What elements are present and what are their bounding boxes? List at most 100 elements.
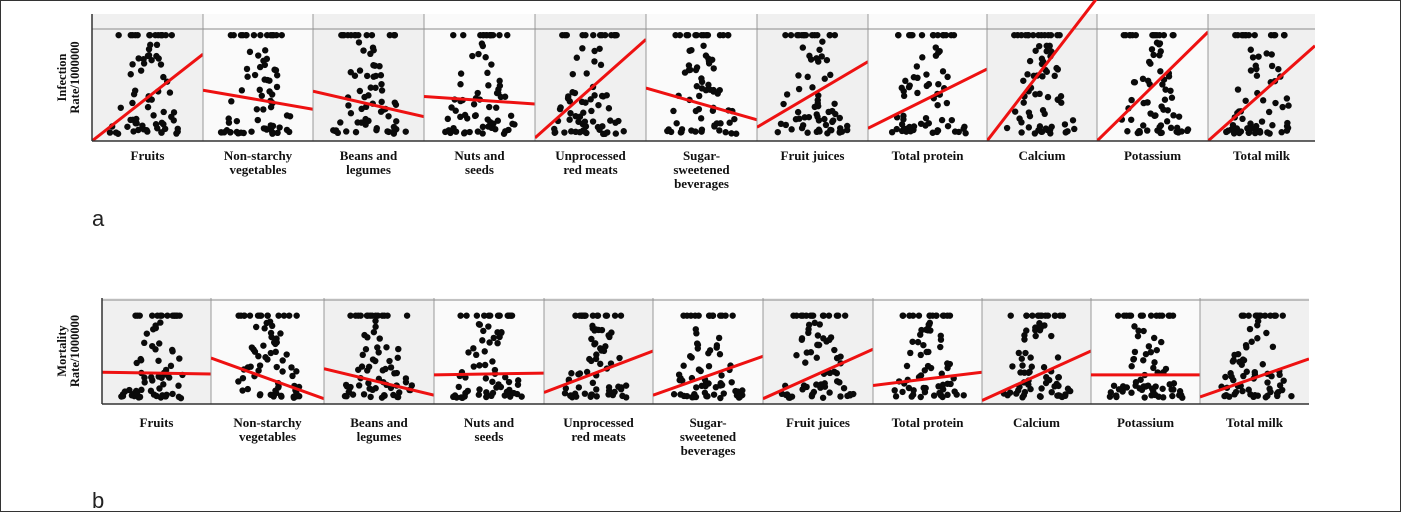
point-0-9-49 [1161,96,1169,103]
point-0-2-21 [365,92,372,99]
point-1-9-55 [1140,357,1147,364]
point-1-10-32 [1288,392,1295,400]
point-0-2-57 [360,47,367,54]
category-label-0-5-line-0: Sugar- [683,148,720,163]
point-0-9-42 [1128,116,1135,123]
point-1-2-top-10 [374,312,382,319]
point-1-2-15 [372,323,379,330]
point-0-6-48 [836,129,843,136]
fit-line-1-0 [102,370,211,376]
point-1-1-top-9 [264,312,271,319]
fit-line-0-10 [1208,44,1315,141]
point-0-7-40 [948,116,956,124]
point-1-5-37 [736,393,744,401]
point-1-5-54 [717,382,724,389]
category-label-1-1-line-1: vegetables [239,429,296,444]
point-1-4-56 [589,379,597,387]
point-1-0-28 [126,386,133,394]
point-0-6-9 [801,114,808,121]
point-0-10-52 [1247,67,1255,74]
point-1-7-50 [917,393,924,401]
point-0-1-5 [246,48,254,56]
point-0-6-top-13 [814,31,821,39]
point-0-6-1 [782,121,790,129]
point-0-3-32 [452,128,460,135]
point-1-1-38 [278,393,285,400]
point-1-1-top-7 [246,312,254,319]
point-1-5-33 [716,351,724,358]
point-1-1-30 [279,357,286,364]
point-1-0-5 [160,381,167,388]
point-0-4-top-4 [590,31,597,39]
point-1-9-31 [1151,359,1158,366]
point-1-7-top-11 [906,312,913,319]
point-1-2-5 [365,379,372,387]
point-0-1-top-9 [250,31,258,39]
point-1-1-44 [256,362,264,369]
point-1-3-41 [480,327,487,335]
point-0-5-43 [695,105,703,113]
point-0-0-28 [157,61,165,68]
point-1-7-37 [914,338,922,346]
point-0-0-16 [129,99,136,107]
point-0-3-56 [460,130,468,137]
point-0-0-45 [127,116,134,124]
point-0-2-50 [378,98,385,106]
point-1-4-top-1 [617,312,625,319]
point-0-4-18 [579,45,586,52]
point-0-10-2 [1249,54,1257,61]
point-0-4-54 [573,54,581,61]
point-1-4-46 [592,326,600,333]
point-0-4-51 [576,113,584,120]
point-0-6-6 [836,114,843,122]
point-0-6-49 [774,128,781,136]
point-0-0-top-9 [146,31,154,39]
point-1-1-37 [293,368,300,375]
point-1-6-56 [840,384,848,392]
point-1-6-57 [850,390,857,398]
point-0-3-30 [507,112,515,119]
point-1-9-41 [1130,356,1137,363]
point-1-2-33 [369,386,376,394]
point-1-2-43 [372,357,379,365]
point-0-6-top-5 [802,31,810,39]
point-1-3-40 [489,378,496,385]
point-1-9-top-13 [1139,312,1147,319]
point-0-1-44 [269,122,277,130]
point-0-9-35 [1140,122,1147,129]
point-0-7-19 [919,54,926,61]
point-1-3-29 [475,391,483,398]
category-label-1-3-line-0: Nuts and [464,415,515,430]
point-0-1-53 [286,128,293,136]
point-1-0-top-7 [164,312,171,319]
point-0-9-47 [1147,60,1154,67]
point-0-7-45 [902,77,909,85]
point-1-2-top-13 [379,312,386,319]
point-1-9-24 [1150,364,1157,372]
point-1-1-47 [289,372,296,380]
point-1-0-45 [150,391,158,398]
point-0-10-8 [1268,51,1275,58]
point-0-8-46 [1053,64,1060,72]
point-1-0-top-12 [149,312,156,319]
point-0-3-54 [472,112,479,119]
point-0-9-37 [1139,75,1147,83]
point-1-6-50 [814,341,821,349]
point-1-4-50 [593,386,600,393]
point-0-4-57 [578,98,586,106]
point-1-9-13 [1128,389,1135,396]
point-0-8-top-11 [1054,31,1061,39]
point-1-3-4 [505,378,513,386]
point-0-6-25 [783,91,791,98]
point-0-10-38 [1284,119,1291,127]
point-0-1-37 [240,129,247,137]
point-1-2-top-5 [384,312,391,319]
category-label-0-0-line-0: Fruits [131,148,165,163]
point-0-2-23 [369,44,377,51]
point-0-1-20 [258,92,265,99]
point-0-6-3 [795,72,802,79]
point-0-4-12 [620,128,627,135]
point-1-4-36 [593,393,600,400]
point-0-8-top-9 [1035,31,1042,39]
point-1-1-26 [261,325,268,332]
